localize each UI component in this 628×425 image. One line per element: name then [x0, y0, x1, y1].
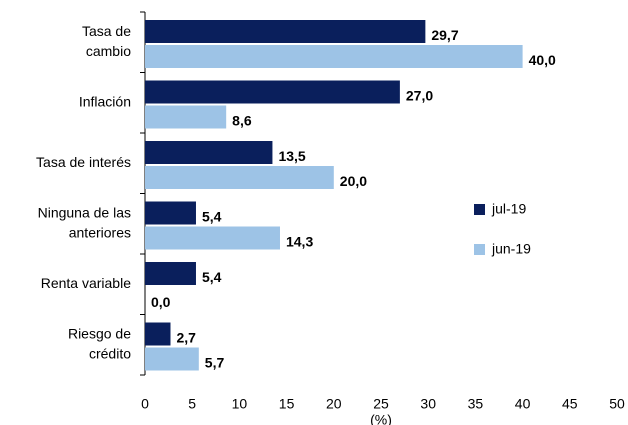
x-tick-label: 20 — [326, 396, 342, 412]
x-tick-label: 10 — [232, 396, 248, 412]
bar — [145, 105, 227, 129]
bar — [145, 45, 523, 68]
value-label: 13,5 — [278, 148, 305, 164]
x-tick-label: 5 — [188, 396, 196, 412]
y-tick-label: cambio — [86, 43, 131, 59]
bar — [145, 201, 196, 225]
y-tick-label: crédito — [89, 345, 131, 361]
value-label: 5,4 — [202, 209, 222, 225]
y-tick-label: Tasa de interés — [36, 154, 131, 170]
x-tick-label: 45 — [562, 396, 578, 412]
x-tick-label: 40 — [515, 396, 531, 412]
x-tick-label: 25 — [373, 396, 389, 412]
value-label: 8,6 — [232, 113, 252, 129]
bar — [145, 322, 171, 346]
x-tick-label: 30 — [420, 396, 436, 412]
value-label: 5,7 — [205, 355, 225, 371]
value-label: 29,7 — [431, 27, 458, 43]
bar — [145, 20, 426, 43]
bar — [145, 166, 334, 189]
bar — [145, 141, 273, 164]
y-tick-label: Riesgo de — [68, 325, 131, 341]
y-tick-label: Tasa de — [82, 23, 131, 39]
y-tick-label: Renta variable — [41, 275, 131, 291]
y-tick-label: Ninguna de las — [38, 204, 131, 220]
legend-swatch — [474, 204, 485, 215]
value-label: 20,0 — [340, 173, 367, 189]
legend-swatch — [474, 244, 485, 255]
bar — [145, 80, 400, 104]
value-label: 40,0 — [529, 52, 556, 68]
value-label: 2,7 — [176, 330, 196, 346]
x-tick-label: 0 — [141, 396, 149, 412]
legend-label: jul-19 — [491, 201, 526, 217]
bar — [145, 262, 196, 285]
y-tick-label: anteriores — [69, 224, 131, 240]
y-tick-label: Inflación — [79, 93, 131, 109]
value-label: 27,0 — [406, 88, 433, 104]
x-axis-label: (%) — [370, 412, 392, 425]
value-label: 14,3 — [286, 234, 313, 250]
value-label: 5,4 — [202, 269, 222, 285]
legend-label: jun-19 — [491, 241, 531, 257]
x-tick-label: 15 — [279, 396, 295, 412]
value-label: 0,0 — [151, 294, 171, 310]
bar — [145, 347, 199, 371]
x-tick-label: 35 — [468, 396, 484, 412]
x-tick-label: 50 — [609, 396, 625, 412]
bar — [145, 226, 280, 250]
